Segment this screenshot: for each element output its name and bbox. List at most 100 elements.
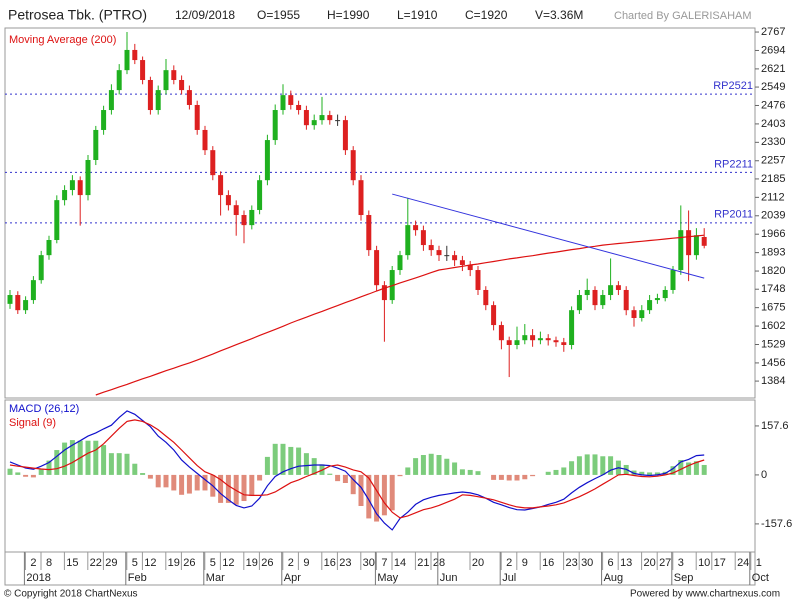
x-tick-label: 2 xyxy=(30,557,36,569)
candle-body xyxy=(584,289,590,296)
histogram-bar xyxy=(163,474,169,488)
x-tick-label: 3 xyxy=(678,557,684,569)
legend-ma: Moving Average (200) xyxy=(9,34,116,46)
x-tick-label: 21 xyxy=(417,557,429,569)
candle-body xyxy=(62,190,68,201)
histogram-bar xyxy=(225,474,231,503)
x-tick-label: 16 xyxy=(324,557,336,569)
histogram-bar xyxy=(545,471,551,475)
candle-body xyxy=(498,325,504,341)
moving-average xyxy=(95,234,705,396)
candle-body xyxy=(233,205,239,216)
month-label: Apr xyxy=(284,572,301,584)
y-tick-label: 2694 xyxy=(761,44,785,56)
histogram-bar xyxy=(389,474,395,511)
histogram-bar xyxy=(397,474,403,477)
histogram-bar xyxy=(530,474,536,477)
candle-body xyxy=(397,255,403,271)
candle-body xyxy=(77,180,83,196)
macd-line xyxy=(9,419,705,519)
histogram-bar xyxy=(693,461,699,475)
x-tick-label: 19 xyxy=(246,557,258,569)
y-tick-label: 1602 xyxy=(761,320,785,332)
candle-body xyxy=(631,310,637,318)
histogram-bar xyxy=(514,474,520,481)
histogram-bar xyxy=(381,474,387,516)
histogram-bar xyxy=(202,474,208,491)
candle-body xyxy=(389,270,395,301)
histogram-bar xyxy=(62,442,68,475)
candle-body xyxy=(452,255,458,261)
candle-body xyxy=(413,225,419,231)
candle-body xyxy=(23,300,29,311)
x-tick-label: 16 xyxy=(542,557,554,569)
candle-body xyxy=(592,289,598,306)
candle-body xyxy=(678,230,684,271)
candle-body xyxy=(218,175,224,196)
x-tick-label: 9 xyxy=(522,557,528,569)
candle-body xyxy=(210,150,216,176)
histogram-bar xyxy=(405,467,411,475)
month-label: Aug xyxy=(604,572,624,584)
histogram-bar xyxy=(647,472,653,475)
histogram-bar xyxy=(374,474,380,522)
candle-body xyxy=(93,129,99,160)
reference-label: RP2521 xyxy=(713,80,753,92)
month-label: Jun xyxy=(440,572,458,584)
candle-body xyxy=(186,90,192,105)
x-tick-label: 22 xyxy=(90,557,102,569)
candle-body xyxy=(600,295,606,306)
y-tick-label: 2185 xyxy=(761,173,785,185)
y-tick-label: 2767 xyxy=(761,26,785,38)
histogram-bar xyxy=(249,474,255,497)
copyright: © Copyright 2018 ChartNexus xyxy=(4,589,138,600)
x-tick-label: 19 xyxy=(168,557,180,569)
candle-body xyxy=(257,180,263,210)
histogram-bar xyxy=(342,474,348,483)
candle-body xyxy=(15,295,21,311)
candle-body xyxy=(530,335,536,341)
histogram-bar xyxy=(140,473,146,475)
candle-body xyxy=(249,209,255,226)
histogram-bar xyxy=(147,474,153,479)
histogram-bar xyxy=(444,458,450,475)
month-label: Mar xyxy=(206,572,225,584)
x-tick-label: 7 xyxy=(381,557,387,569)
histogram-bar xyxy=(38,469,44,475)
month-label: Feb xyxy=(128,572,147,584)
histogram-bar xyxy=(194,474,200,491)
month-label: May xyxy=(377,572,398,584)
candle-body xyxy=(350,150,356,181)
candle-body xyxy=(171,70,177,80)
x-tick-label: 17 xyxy=(714,557,726,569)
y-tick-label: 2330 xyxy=(761,136,785,148)
histogram-bar xyxy=(335,474,341,482)
histogram-bar xyxy=(491,474,497,480)
candle-body xyxy=(483,289,489,306)
histogram-bar xyxy=(428,453,434,475)
histogram-bar xyxy=(171,474,177,491)
histogram-bar xyxy=(639,471,645,475)
histogram-bar xyxy=(569,461,575,475)
y-tick-label: 1456 xyxy=(761,357,785,369)
x-tick-label: 20 xyxy=(472,557,484,569)
month-label: 2018 xyxy=(26,572,50,584)
candle-body xyxy=(381,285,387,301)
histogram-bar xyxy=(85,440,91,475)
candle-body xyxy=(701,236,707,246)
histogram-bar xyxy=(155,474,161,488)
y-tick-label: 2621 xyxy=(761,63,785,75)
histogram-bar xyxy=(280,443,286,475)
candle-body xyxy=(30,280,36,301)
credit: Charted By GALERISAHAM xyxy=(614,10,752,22)
candle-body xyxy=(444,255,450,257)
histogram-bar xyxy=(124,453,130,475)
y-tick-label: 157.6 xyxy=(761,420,789,432)
y-tick-label: 2549 xyxy=(761,81,785,93)
candle-body xyxy=(202,129,208,151)
candle-body xyxy=(467,264,473,271)
candle-body xyxy=(108,90,114,111)
candle-body xyxy=(576,295,582,311)
x-tick-label: 20 xyxy=(643,557,655,569)
candle-body xyxy=(101,110,107,130)
